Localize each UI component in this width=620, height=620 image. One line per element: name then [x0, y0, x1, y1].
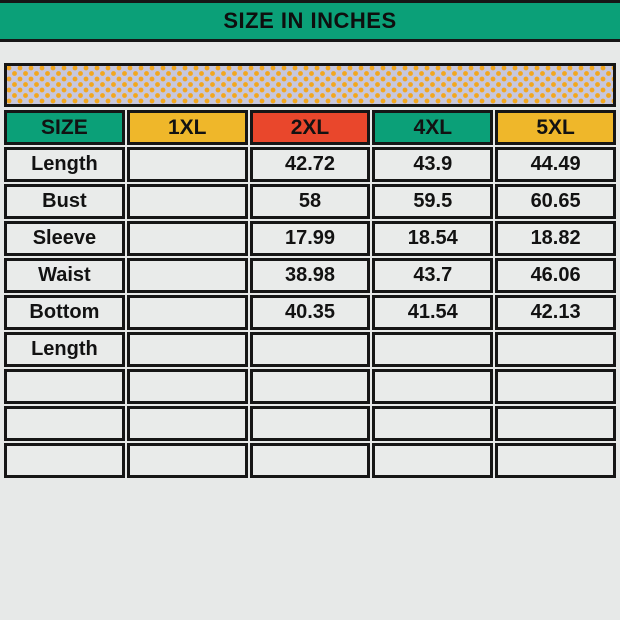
- value-cell: [126, 406, 248, 441]
- value-cell: [126, 221, 248, 256]
- value-cell: 42.72: [249, 147, 371, 182]
- row-label-cell: [4, 443, 125, 478]
- value-cell: [372, 406, 494, 441]
- title-banner: SIZE IN INCHES: [0, 0, 620, 42]
- column-header-1xl: 1XL: [126, 110, 248, 145]
- page-title: SIZE IN INCHES: [223, 8, 397, 33]
- value-cell: 60.65: [495, 184, 616, 219]
- value-cell: [372, 369, 494, 404]
- row-label-cell: Length: [4, 332, 125, 367]
- column-header-4xl: 4XL: [372, 110, 494, 145]
- value-cell: [126, 184, 248, 219]
- value-cell: [495, 369, 616, 404]
- value-cell: 43.7: [372, 258, 494, 293]
- row-label-cell: Bottom: [4, 295, 125, 330]
- value-cell: [126, 258, 248, 293]
- value-cell: [126, 147, 248, 182]
- value-cell: [495, 332, 616, 367]
- size-table: SIZE 1XL 2XL 4XL 5XL Length 42.72 43.9 4…: [4, 110, 616, 478]
- value-cell: 18.82: [495, 221, 616, 256]
- value-cell: 18.54: [372, 221, 494, 256]
- value-cell: [249, 406, 371, 441]
- value-cell: 43.9: [372, 147, 494, 182]
- value-cell: 17.99: [249, 221, 371, 256]
- row-label-cell: [4, 406, 125, 441]
- row-label-cell: Sleeve: [4, 221, 125, 256]
- row-label-cell: Waist: [4, 258, 125, 293]
- value-cell: [249, 443, 371, 478]
- value-cell: 40.35: [249, 295, 371, 330]
- row-label-cell: Bust: [4, 184, 125, 219]
- column-header-2xl: 2XL: [249, 110, 371, 145]
- value-cell: 44.49: [495, 147, 616, 182]
- value-cell: 42.13: [495, 295, 616, 330]
- value-cell: [126, 332, 248, 367]
- value-cell: 46.06: [495, 258, 616, 293]
- value-cell: [495, 406, 616, 441]
- row-label-cell: [4, 369, 125, 404]
- value-cell: 41.54: [372, 295, 494, 330]
- value-cell: [126, 443, 248, 478]
- row-label-cell: Length: [4, 147, 125, 182]
- value-cell: [249, 369, 371, 404]
- value-cell: [372, 332, 494, 367]
- value-cell: [495, 443, 616, 478]
- value-cell: 59.5: [372, 184, 494, 219]
- column-header-size: SIZE: [4, 110, 125, 145]
- value-cell: [372, 443, 494, 478]
- value-cell: 58: [249, 184, 371, 219]
- value-cell: [126, 369, 248, 404]
- value-cell: 38.98: [249, 258, 371, 293]
- value-cell: [126, 295, 248, 330]
- value-cell: [249, 332, 371, 367]
- pattern-band: [4, 63, 616, 107]
- column-header-5xl: 5XL: [495, 110, 616, 145]
